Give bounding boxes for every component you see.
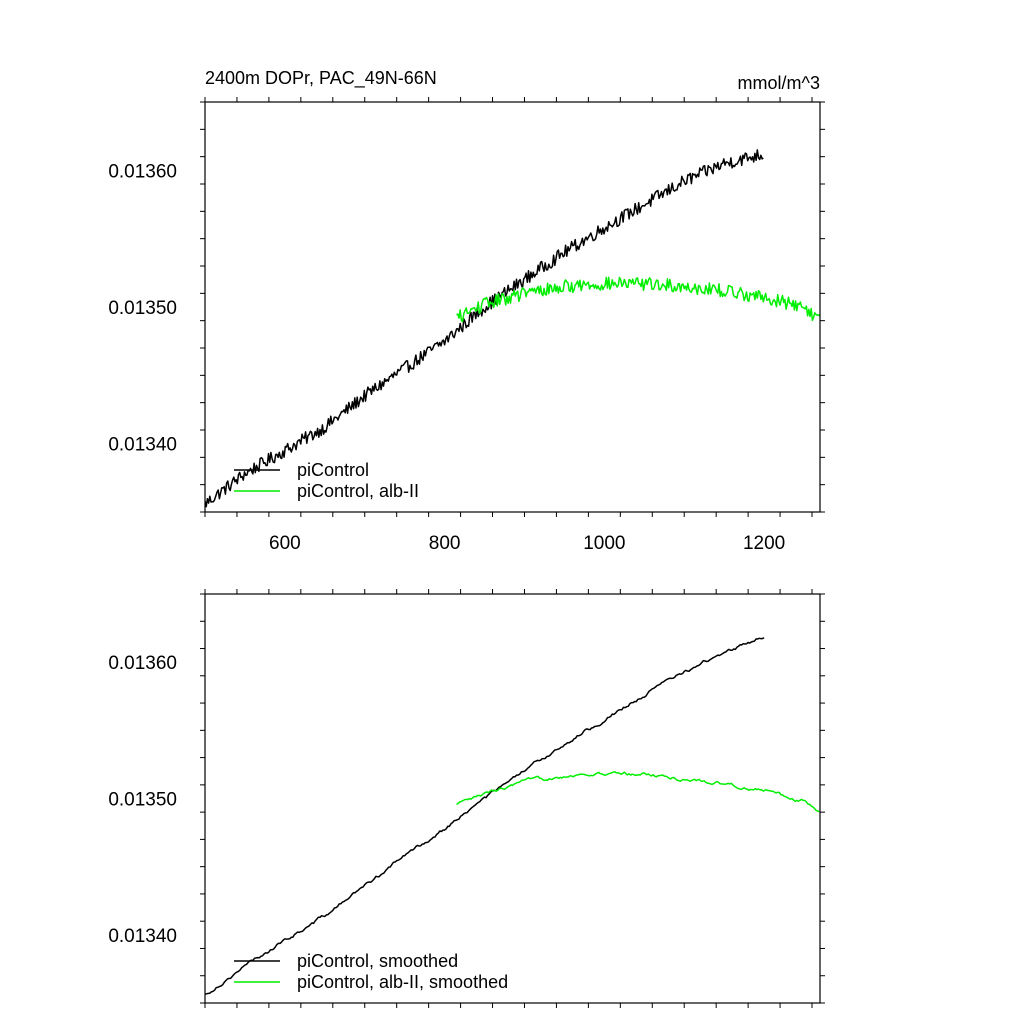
series-line-1 xyxy=(205,637,765,995)
legend-label: piControl, smoothed xyxy=(297,951,458,971)
y-tick-label: 0.01350 xyxy=(108,790,177,811)
series-group xyxy=(205,149,820,508)
series-line-2 xyxy=(456,770,820,813)
series-line-1 xyxy=(205,149,764,508)
y-tick-label: 0.01340 xyxy=(108,926,177,947)
chart-panel-1: 0.01340 0.01350 0.01360 600 800 1000 1200 2400m… xyxy=(108,68,825,554)
y-tick-label: 0.01350 xyxy=(108,298,177,319)
y-tick-label: 0.01360 xyxy=(108,161,177,182)
y-tick-label: 0.01340 xyxy=(108,435,177,456)
plot-frame xyxy=(204,593,821,1004)
y-tick-label: 0.01360 xyxy=(108,653,177,674)
x-tick-label: 600 xyxy=(269,533,301,554)
plot-frame xyxy=(204,101,821,513)
series-group xyxy=(205,637,820,995)
x-tick-label: 1000 xyxy=(583,533,625,554)
chart-title: 2400m DOPr, PAC_49N-66N xyxy=(205,68,437,89)
units-label: mmol/m^3 xyxy=(738,73,820,93)
legend-label: piControl xyxy=(297,460,369,480)
x-tick-label: 800 xyxy=(429,533,461,554)
chart-panel-2: 0.01340 0.01350 0.01360 piControl, smoothed… xyxy=(108,589,825,1008)
series-line-2 xyxy=(456,276,820,323)
x-tick-label: 1200 xyxy=(743,533,785,554)
legend-label: piControl, alb-II xyxy=(297,481,419,501)
legend-label: piControl, alb-II, smoothed xyxy=(297,972,508,992)
